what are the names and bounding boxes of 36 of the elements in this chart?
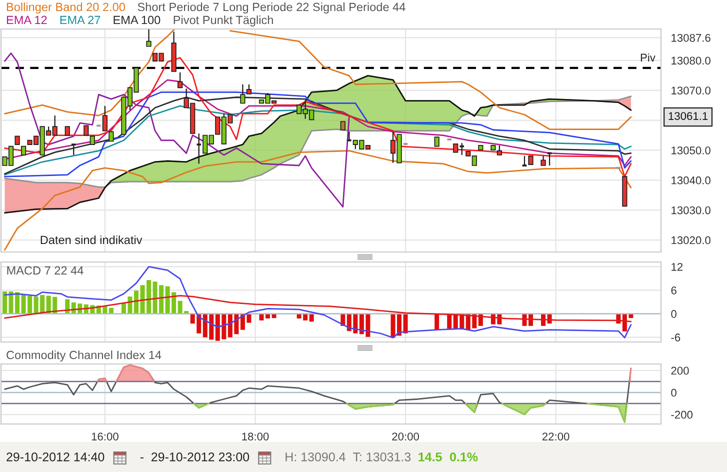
y-tick-label: -200 xyxy=(671,410,693,419)
x-tick-label: 16:00 xyxy=(92,432,118,440)
y-tick-label: 200 xyxy=(671,366,689,375)
text: 13061.1 xyxy=(668,112,708,120)
y-tick-label: 13080.0 xyxy=(672,56,710,65)
x-tick-label: 22:00 xyxy=(542,432,570,440)
y-tick-label: 13050.0 xyxy=(672,146,710,154)
text: H: 13090.4 xyxy=(286,452,346,462)
y-tick-label: 13020.0 xyxy=(672,236,710,244)
chart-title: Commodity Channel Index 14 xyxy=(6,350,162,362)
text: - xyxy=(140,457,144,458)
text: 0.1% xyxy=(450,452,478,462)
y-tick-label: 0 xyxy=(671,310,676,318)
ref-line-label: Piv xyxy=(640,53,656,62)
text: Bollinger Band 20 2.00 xyxy=(6,2,125,14)
y-tick-label: 0 xyxy=(671,388,676,397)
annotation: Daten sind indikativ xyxy=(40,235,142,244)
x-tick-label: 20:00 xyxy=(392,432,419,440)
y-tick-label: 13070.0 xyxy=(672,86,710,94)
chart-title: MACD 7 22 44 xyxy=(7,266,84,275)
y-tick-label: 6 xyxy=(671,286,676,294)
text: 29-10-2012 23:00 xyxy=(152,452,250,462)
text: EMA 27 xyxy=(60,16,100,24)
y-tick-label: 13030.0 xyxy=(672,206,710,214)
y-tick-label: 12 xyxy=(672,262,683,271)
text: EMA 100 xyxy=(114,16,160,24)
text: T: 13031.3 xyxy=(353,452,411,462)
text: 14.5 xyxy=(418,452,442,462)
text: Short Periode 7 Long Periode 22 Signal Periode 44 xyxy=(138,2,406,14)
text: 29-10-2012 14:40 xyxy=(6,452,104,462)
text: Pivot Punkt Täglich xyxy=(174,16,273,26)
x-tick-label: 18:00 xyxy=(242,432,269,440)
y-tick-label: 13087.6 xyxy=(672,34,710,42)
y-tick-label: -6 xyxy=(671,334,680,342)
text: EMA 12 xyxy=(6,16,47,24)
y-tick-label: 13040.0 xyxy=(672,176,710,184)
